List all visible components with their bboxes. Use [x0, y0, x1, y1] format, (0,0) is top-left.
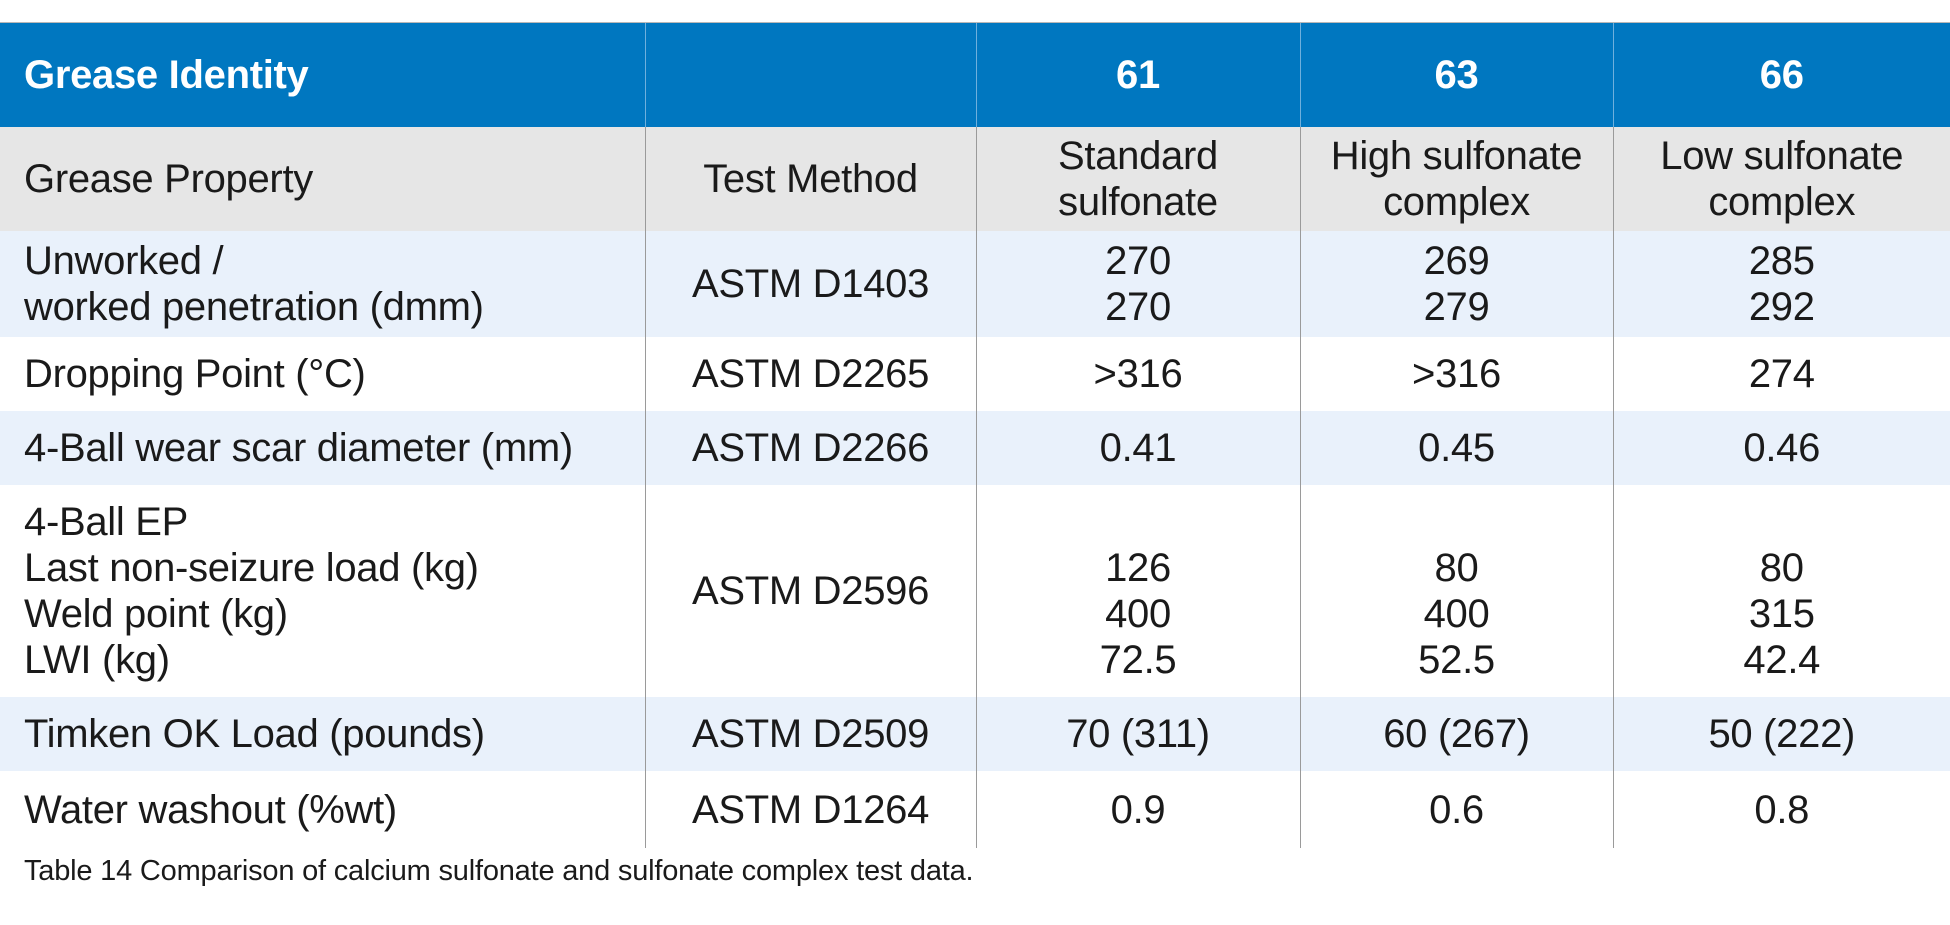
method-cell: ASTM D1264: [644, 771, 976, 848]
method-cell: ASTM D1403: [644, 231, 976, 337]
property-cell: Timken OK Load (pounds): [0, 697, 645, 771]
method-cell: ASTM D2265: [644, 337, 976, 411]
value-cell-66: 0.8: [1612, 771, 1950, 848]
value-cell-61: >316: [975, 337, 1300, 411]
property-cell: 4-Ball EP Last non-seizure load (kg) Wel…: [0, 485, 645, 697]
value-line: 126: [1105, 546, 1171, 590]
property-cell: 4-Ball wear scar diameter (mm): [0, 411, 645, 485]
grease-type-61: Standard sulfonate: [975, 127, 1300, 231]
header-row: Grease Identity 61 63 66: [0, 23, 1950, 127]
method-cell: ASTM D2596: [644, 485, 976, 697]
value-line: 292: [1748, 285, 1815, 329]
grease-id-66-header: 66: [1612, 23, 1950, 127]
value-cell-66: 285 292: [1612, 231, 1950, 337]
property-line: 4-Ball EP: [24, 500, 189, 544]
test-method-label: Test Method: [644, 127, 976, 231]
grease-type-line: complex: [1708, 180, 1856, 224]
property-cell: Unworked / worked penetration (dmm): [0, 231, 645, 337]
value-cell-63: >316: [1299, 337, 1613, 411]
value-line: 400: [1105, 592, 1171, 636]
value-cell-63: 60 (267): [1299, 697, 1613, 771]
value-cell-66: 50 (222): [1612, 697, 1950, 771]
grease-type-line: Standard: [1058, 134, 1218, 178]
value-cell-66: 80 315 42.4: [1612, 485, 1950, 697]
table-row-four-ball-ep: 4-Ball EP Last non-seizure load (kg) Wel…: [0, 485, 1950, 697]
property-line: worked penetration (dmm): [24, 285, 484, 329]
grease-type-66: Low sulfonate complex: [1612, 127, 1950, 231]
property-cell: Water washout (%wt): [0, 771, 645, 848]
value-line: 270: [1105, 285, 1171, 329]
grease-identity-header: Grease Identity: [0, 23, 645, 127]
table-row-wear-scar: 4-Ball wear scar diameter (mm) ASTM D226…: [0, 411, 1950, 485]
value-cell-61: 126 400 72.5: [975, 485, 1300, 697]
method-cell: ASTM D2266: [644, 411, 976, 485]
grease-type-63: High sulfonate complex: [1299, 127, 1613, 231]
value-cell-63: 269 279: [1299, 231, 1613, 337]
table-row-timken: Timken OK Load (pounds) ASTM D2509 70 (3…: [0, 697, 1950, 771]
value-cell-66: 274: [1612, 337, 1950, 411]
value-cell-61: 70 (311): [975, 697, 1300, 771]
table-caption: Table 14 Comparison of calcium sulfonate…: [24, 855, 974, 887]
subheader-row: Grease Property Test Method Standard sul…: [0, 127, 1950, 231]
property-line: Unworked /: [24, 239, 224, 283]
value-cell-61: 270 270: [975, 231, 1300, 337]
method-cell: ASTM D2509: [644, 697, 976, 771]
value-line: 279: [1423, 285, 1490, 329]
grease-property-label: Grease Property: [0, 127, 645, 231]
value-cell-61: 0.41: [975, 411, 1300, 485]
grease-id-63-header: 63: [1299, 23, 1613, 127]
grease-type-line: complex: [1383, 180, 1530, 224]
table-row-penetration: Unworked / worked penetration (dmm) ASTM…: [0, 231, 1950, 337]
value-line: 72.5: [1099, 638, 1177, 682]
value-line: 80: [1759, 546, 1804, 590]
value-cell-63: 80 400 52.5: [1299, 485, 1613, 697]
value-line: 285: [1748, 239, 1815, 283]
property-line: Last non-seizure load (kg): [24, 546, 479, 590]
grease-id-61-header: 61: [975, 23, 1300, 127]
property-line: Weld point (kg): [24, 592, 288, 636]
grease-type-line: sulfonate: [1058, 180, 1218, 224]
grease-comparison-table: Grease Identity 61 63 66 Grease Property…: [0, 23, 1950, 848]
value-line: 42.4: [1743, 638, 1821, 682]
value-line: [1614, 499, 1950, 545]
value-cell-66: 0.46: [1612, 411, 1950, 485]
grease-comparison-table-container: Grease Identity 61 63 66 Grease Property…: [0, 22, 1950, 848]
value-line: [1301, 499, 1613, 545]
table-row-dropping-point: Dropping Point (°C) ASTM D2265 >316 >316…: [0, 337, 1950, 411]
value-cell-63: 0.6: [1299, 771, 1613, 848]
grease-type-line: Low sulfonate: [1660, 134, 1904, 178]
value-line: 315: [1748, 592, 1815, 636]
property-cell: Dropping Point (°C): [0, 337, 645, 411]
value-line: 270: [1105, 239, 1171, 283]
grease-type-line: High sulfonate: [1330, 134, 1583, 178]
property-line: LWI (kg): [24, 638, 170, 682]
value-cell-61: 0.9: [975, 771, 1300, 848]
value-line: 52.5: [1418, 638, 1495, 682]
value-line: [977, 499, 1300, 545]
value-line: 400: [1423, 592, 1490, 636]
value-line: 80: [1434, 546, 1479, 590]
table-row-water-washout: Water washout (%wt) ASTM D1264 0.9 0.6 0…: [0, 771, 1950, 848]
test-method-header-blank: [644, 23, 976, 127]
value-line: 269: [1423, 239, 1490, 283]
value-cell-63: 0.45: [1299, 411, 1613, 485]
